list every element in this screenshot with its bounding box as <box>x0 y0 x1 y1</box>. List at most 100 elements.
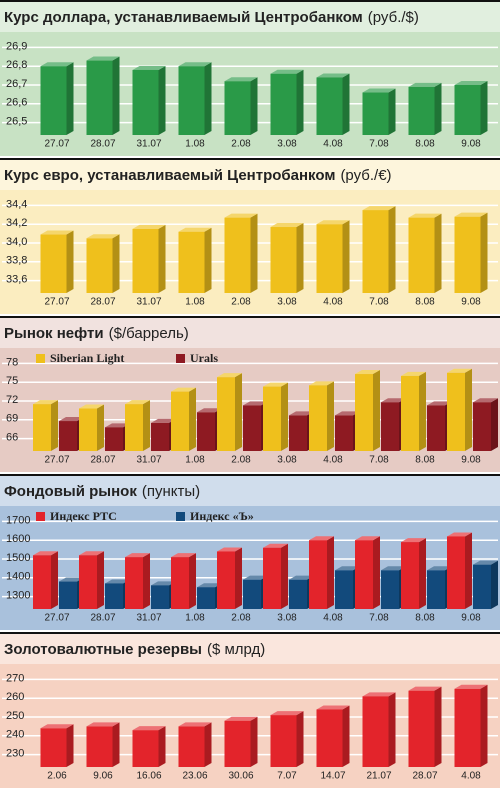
y-tick-label: 26,8 <box>6 59 27 71</box>
x-tick-label: 23.06 <box>182 771 207 782</box>
bar-top <box>408 82 442 87</box>
bar-side <box>419 538 426 609</box>
bar <box>408 217 435 293</box>
bar-top <box>217 547 242 552</box>
bar-side <box>66 724 74 767</box>
panel-rule <box>0 158 500 160</box>
panel-rule <box>0 632 500 634</box>
bar-side <box>388 206 396 293</box>
bar-top <box>263 382 288 387</box>
x-tick-label: 7.08 <box>369 139 389 150</box>
bar-top <box>401 371 426 376</box>
bar-side <box>158 726 166 767</box>
bar <box>217 551 235 609</box>
x-tick-label: 28.07 <box>90 613 115 624</box>
bar-top <box>289 575 314 580</box>
bar-side <box>281 543 288 609</box>
bar-side <box>491 560 498 609</box>
bar <box>243 579 261 609</box>
bar-top <box>59 417 84 422</box>
bar <box>224 81 251 135</box>
bar-top <box>381 398 406 403</box>
bar <box>132 730 159 767</box>
y-tick-label: 33,6 <box>6 274 27 286</box>
x-tick-label: 2.08 <box>231 613 251 624</box>
bar-top <box>270 711 304 716</box>
bar-top <box>224 213 258 218</box>
panel-rule <box>0 0 500 2</box>
x-tick-label: 1.08 <box>185 139 205 150</box>
bar <box>40 234 67 293</box>
y-tick-label: 75 <box>6 375 18 387</box>
y-tick-label: 1400 <box>6 571 30 583</box>
bar-side <box>112 722 120 767</box>
title-units: ($ млрд) <box>207 641 265 658</box>
bar <box>178 726 205 767</box>
bar <box>171 557 189 609</box>
bar-side <box>434 686 442 767</box>
bar-side <box>112 234 120 293</box>
bar-side <box>204 722 212 767</box>
y-tick-label: 1700 <box>6 514 30 526</box>
x-tick-label: 7.07 <box>277 771 297 782</box>
bar <box>59 581 77 609</box>
bar-top <box>151 418 176 423</box>
bar-side <box>235 373 242 451</box>
x-tick-label: 27.07 <box>44 613 69 624</box>
x-tick-label: 3.08 <box>277 297 297 308</box>
bar <box>197 587 215 609</box>
x-tick-label: 8.08 <box>415 613 435 624</box>
bar <box>224 720 251 767</box>
bar-top <box>40 724 74 729</box>
bar <box>408 86 435 135</box>
bar-top <box>454 684 488 689</box>
bar <box>40 66 67 135</box>
bar <box>454 216 481 293</box>
title-units: (руб./€) <box>340 167 391 184</box>
bar <box>125 557 143 609</box>
bar-top <box>40 62 74 67</box>
x-tick-label: 2.08 <box>231 297 251 308</box>
bar-top <box>381 566 406 571</box>
x-tick-label: 31.07 <box>136 297 161 308</box>
bar-top <box>40 230 74 235</box>
bar-side <box>342 220 350 293</box>
x-tick-label: 3.08 <box>277 139 297 150</box>
bar-top <box>454 212 488 217</box>
x-tick-label: 28.07 <box>90 297 115 308</box>
bar-side <box>434 213 442 293</box>
panel-title: Курс доллара, устанавливаемый Центробанк… <box>4 9 419 26</box>
x-tick-label: 2.06 <box>47 771 67 782</box>
y-tick-label: 230 <box>6 748 24 760</box>
panel-header <box>0 160 500 190</box>
y-tick-label: 1300 <box>6 590 30 602</box>
bar-side <box>373 370 380 451</box>
bar-top <box>86 56 120 61</box>
bar-top <box>86 722 120 727</box>
bar-side <box>51 551 58 609</box>
bar-top <box>151 581 176 586</box>
bar-top <box>316 705 350 710</box>
bar-top <box>224 77 258 82</box>
x-tick-label: 31.07 <box>136 455 161 466</box>
bar <box>243 405 261 451</box>
bar-top <box>105 579 130 584</box>
bar-top <box>125 400 150 405</box>
y-tick-label: 1600 <box>6 533 30 545</box>
bar-side <box>480 684 488 767</box>
x-tick-label: 7.08 <box>369 455 389 466</box>
bar-side <box>480 81 488 135</box>
bar <box>289 579 307 609</box>
bar-side <box>204 227 212 293</box>
bar-side <box>158 224 166 293</box>
x-tick-label: 9.08 <box>461 297 481 308</box>
x-tick-label: 4.08 <box>323 455 343 466</box>
bar-side <box>388 88 396 135</box>
bar-top <box>447 368 472 373</box>
bar-side <box>250 77 258 135</box>
title-main: Фондовый рынок <box>4 483 137 500</box>
x-tick-label: 8.08 <box>415 297 435 308</box>
bar <box>316 77 343 135</box>
x-tick-label: 7.08 <box>369 613 389 624</box>
x-tick-label: 4.08 <box>323 297 343 308</box>
